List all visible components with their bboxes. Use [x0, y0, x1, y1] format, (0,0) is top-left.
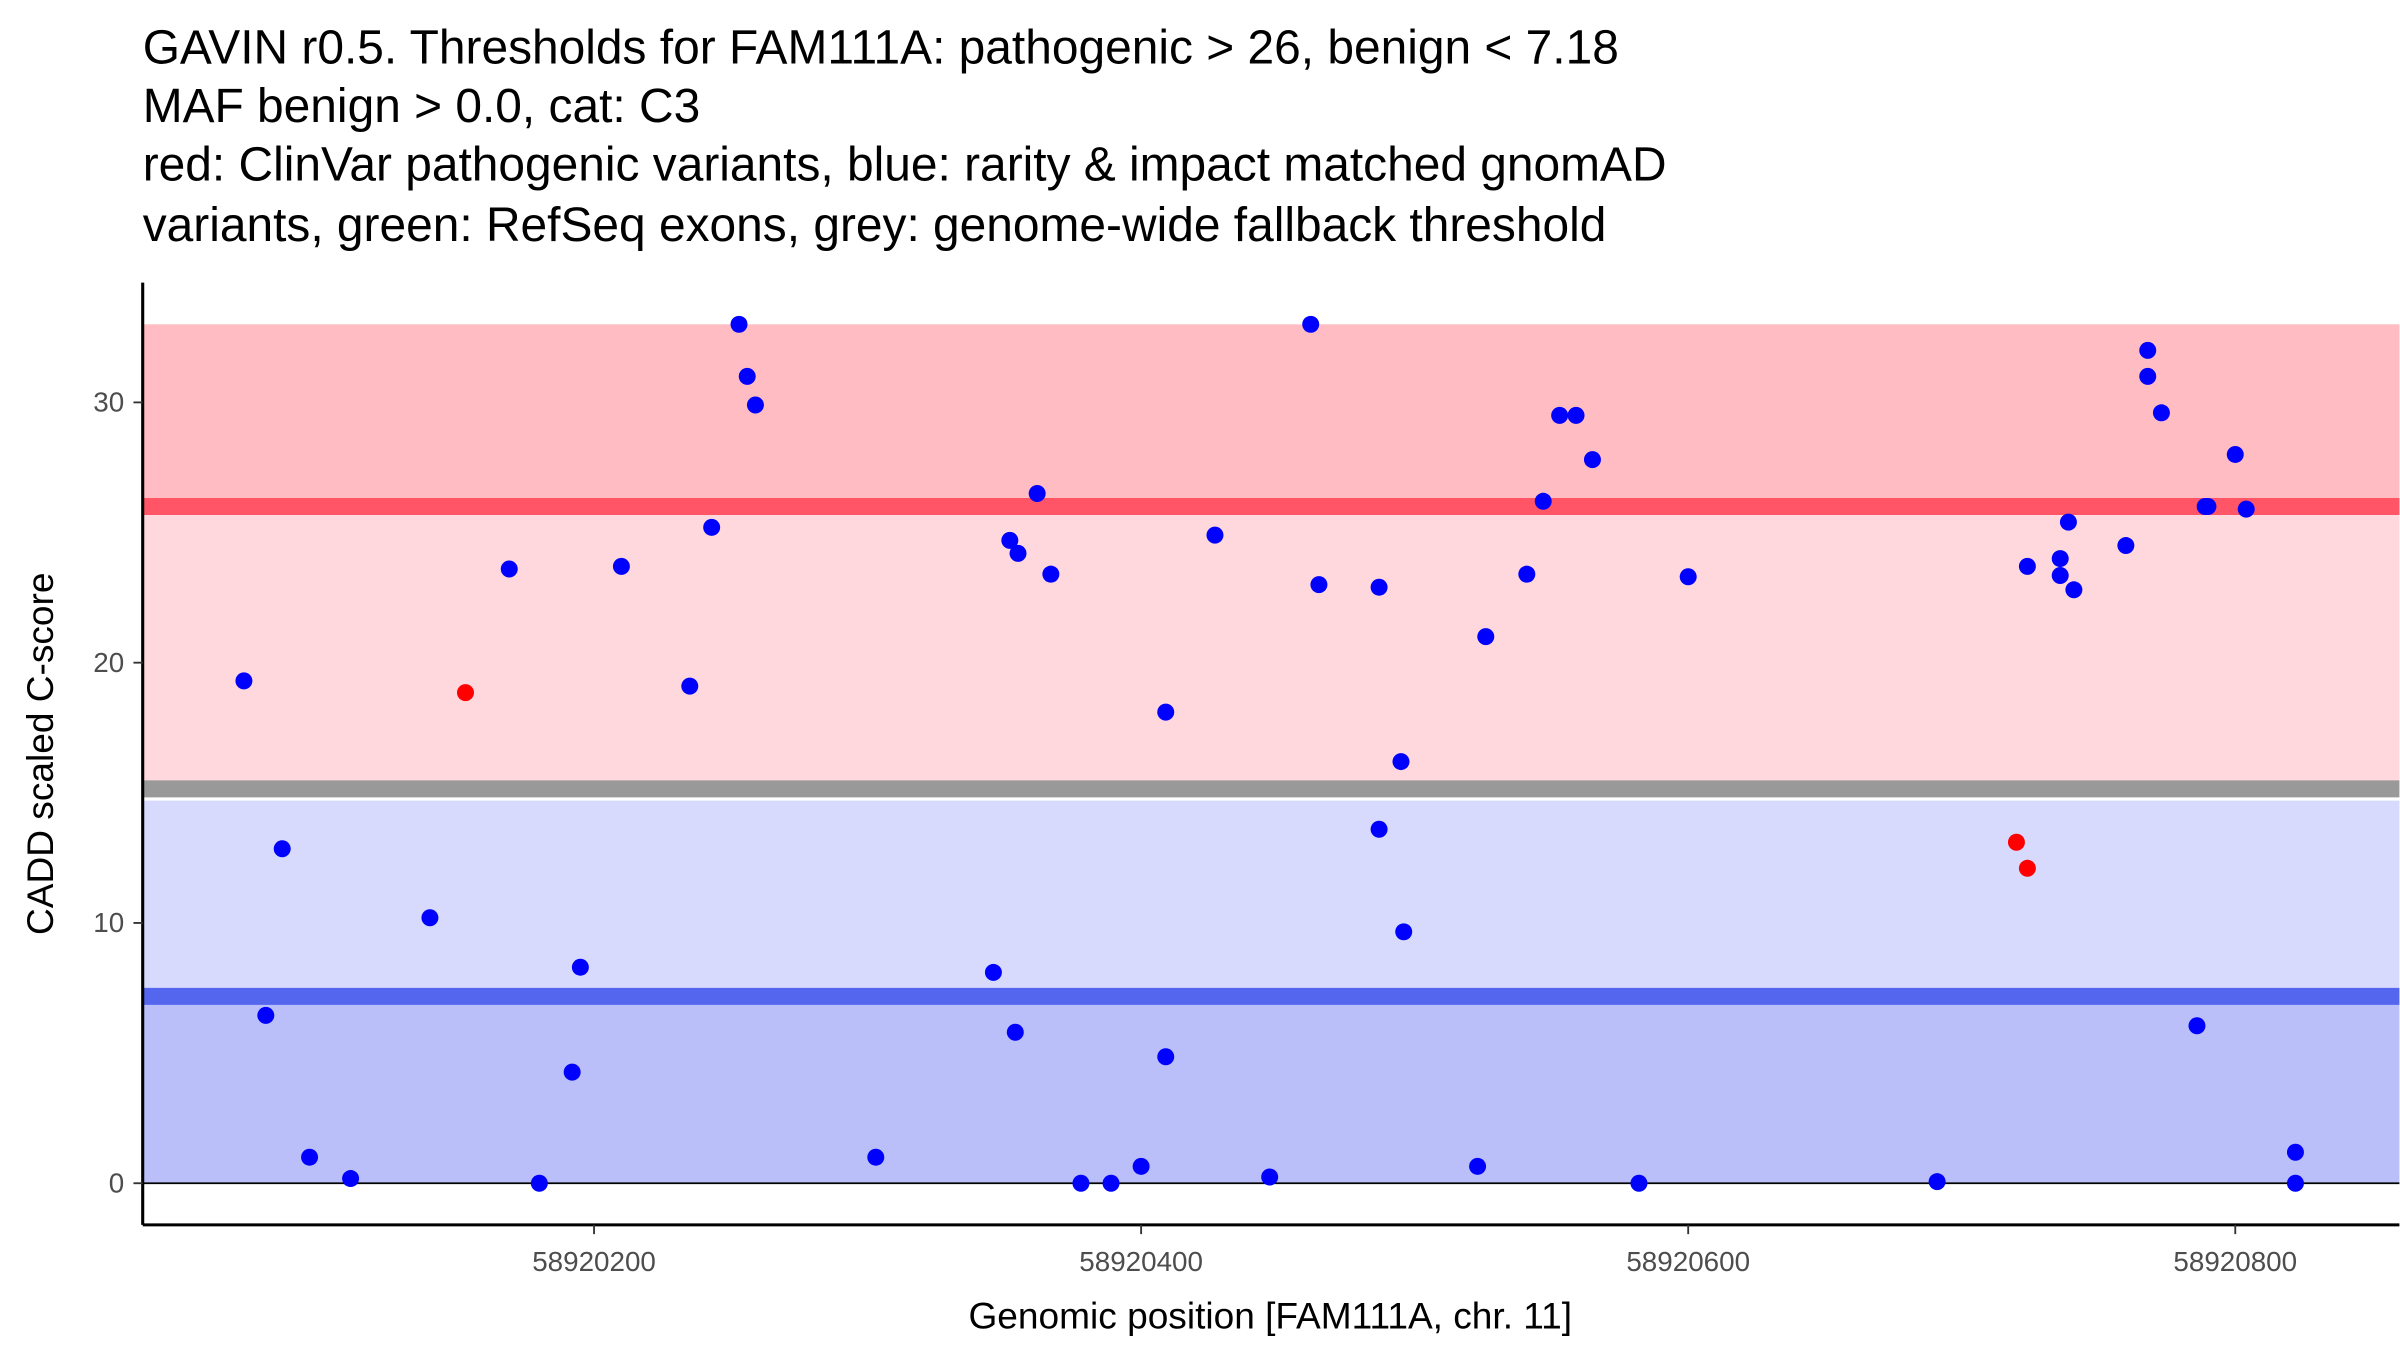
gnomad-point: [612, 557, 630, 575]
gnomad-point: [1630, 1174, 1648, 1192]
gnomad-point: [1001, 531, 1019, 549]
above-fallback-band: [142, 506, 2400, 789]
title-line-2: MAF benign > 0.0, cat: C3: [143, 80, 701, 133]
gnomad-point: [1042, 565, 1060, 583]
chart-title: GAVIN r0.5. Thresholds for FAM111A: path…: [143, 21, 1667, 252]
gnomad-point: [1072, 1174, 1090, 1192]
gnomad-point: [2139, 341, 2157, 359]
gnomad-point: [2199, 498, 2217, 516]
gnomad-point: [1028, 484, 1046, 502]
gnomad-point: [2237, 500, 2255, 518]
x-axis-label: Genomic position [FAM111A, chr. 11]: [968, 1294, 1572, 1336]
title-line-4: variants, green: RefSeq exons, grey: gen…: [143, 199, 1607, 252]
y-tick-label: 0: [109, 1168, 124, 1199]
gnomad-point: [1157, 703, 1175, 721]
gnomad-point: [2051, 566, 2069, 584]
gnomad-point: [563, 1063, 581, 1081]
gnomad-point: [530, 1174, 548, 1192]
gnomad-point: [867, 1148, 885, 1166]
gnomad-point: [1551, 406, 1569, 424]
gnomad-point: [1157, 1048, 1175, 1066]
gnomad-point: [257, 1006, 275, 1024]
gnomad-point: [1310, 576, 1328, 594]
gnomad-point: [301, 1148, 319, 1166]
gnomad-point: [421, 909, 439, 927]
clinvar-point: [456, 684, 474, 702]
gnomad-point: [2065, 581, 2083, 599]
gnomad-point: [1395, 923, 1413, 941]
x-tick-label: 58920800: [2173, 1246, 2297, 1277]
gnomad-point: [1518, 565, 1536, 583]
gnomad-point: [2117, 537, 2135, 555]
x-tick-label: 58920200: [532, 1246, 656, 1277]
clinvar-point: [2018, 859, 2036, 877]
gnomad-point: [2152, 404, 2170, 422]
gnomad-point: [2188, 1017, 2206, 1035]
gnomad-point: [1534, 492, 1552, 510]
gnomad-point: [2139, 367, 2157, 385]
y-tick-label: 10: [93, 907, 124, 938]
x-tick-label: 58920400: [1079, 1246, 1203, 1277]
data-points: [235, 315, 2304, 1192]
gnomad-point: [1102, 1174, 1120, 1192]
gnomad-point: [571, 958, 589, 976]
gnomad-point: [1370, 820, 1388, 838]
gnomad-point: [738, 367, 756, 385]
gnomad-point: [1567, 406, 1585, 424]
gnomad-point: [1370, 578, 1388, 596]
gnomad-point: [2226, 445, 2244, 463]
axes: 58920200 58920400 58920600 58920800 0 10 20 30: [93, 282, 2400, 1277]
x-tick-label: 58920600: [1626, 1246, 1750, 1277]
benign-band: [142, 996, 2400, 1184]
gnomad-point: [342, 1170, 360, 1188]
y-tick-label: 20: [93, 647, 124, 678]
y-axis-label: CADD scaled C-score: [19, 573, 61, 935]
gnomad-point: [1006, 1023, 1024, 1041]
gnomad-point: [730, 315, 748, 333]
gnomad-point: [2018, 557, 2036, 575]
gnomad-point: [1583, 451, 1601, 469]
gnomad-point: [703, 518, 721, 536]
gnomad-point: [1261, 1168, 1279, 1186]
gnomad-point: [746, 396, 764, 414]
title-line-1: GAVIN r0.5. Thresholds for FAM111A: path…: [143, 21, 1619, 74]
gnomad-point: [2051, 550, 2069, 568]
gnomad-point: [681, 677, 699, 695]
gnomad-point: [1302, 315, 1320, 333]
title-line-3: red: ClinVar pathogenic variants, blue: …: [143, 139, 1667, 192]
gnomad-point: [1132, 1157, 1150, 1175]
gnomad-point: [1928, 1173, 1946, 1191]
pathogenic-band: [142, 324, 2400, 507]
gnomad-point: [2286, 1143, 2304, 1161]
gnomad-point: [1206, 526, 1224, 544]
threshold-bands: [142, 324, 2400, 1185]
clinvar-point: [2007, 833, 2025, 851]
below-fallback-band: [142, 800, 2400, 997]
gnomad-point: [1477, 628, 1495, 646]
gnomad-point: [2286, 1174, 2304, 1192]
gnomad-point: [2059, 513, 2077, 531]
gnomad-point: [1679, 568, 1697, 586]
gnomad-point: [1392, 753, 1410, 771]
gnomad-point: [235, 672, 253, 690]
gnomad-point: [984, 963, 1002, 981]
y-tick-label: 30: [93, 387, 124, 418]
gnomad-point: [273, 840, 291, 858]
gnomad-point: [1009, 544, 1027, 562]
gnomad-point: [1469, 1157, 1487, 1175]
gnomad-point: [500, 560, 518, 578]
